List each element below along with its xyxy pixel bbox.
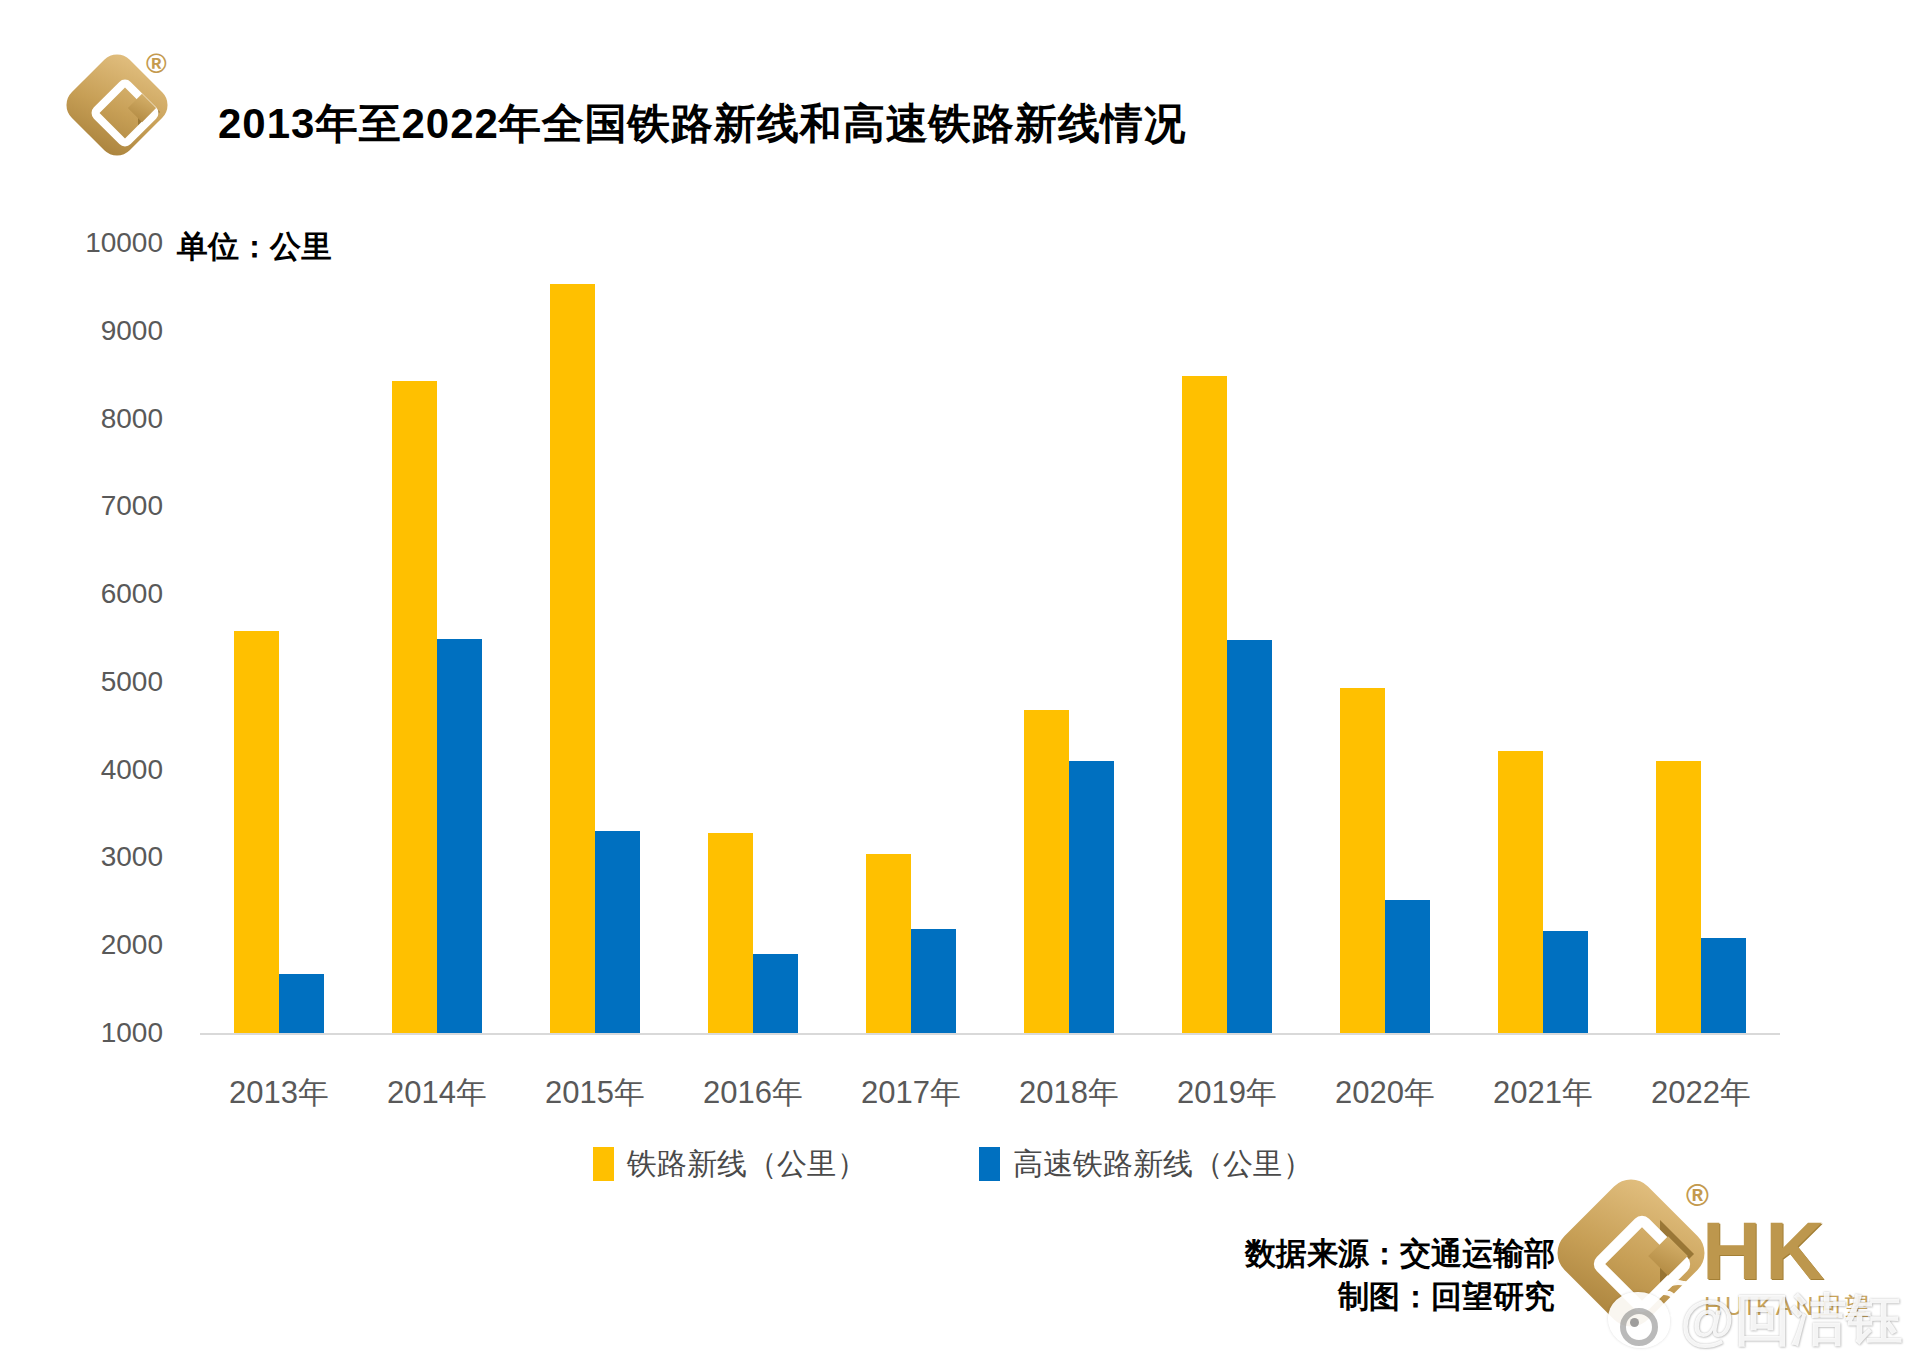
weibo-watermark: @回洁钰 <box>1608 1280 1915 1362</box>
x-axis-label: 2013年 <box>200 1074 358 1112</box>
bar-hsr-2016年 <box>753 954 798 1033</box>
bar-railway-2022年 <box>1656 761 1701 1033</box>
x-axis-label: 2021年 <box>1464 1074 1622 1112</box>
data-source-line: 数据来源：交通运输部 <box>1245 1232 1555 1275</box>
y-tick-label: 8000 <box>45 403 163 435</box>
chart-credit-line: 制图：回望研究 <box>1245 1275 1555 1318</box>
bar-railway-2017年 <box>866 854 911 1033</box>
y-tick-label: 1000 <box>45 1017 163 1049</box>
y-tick-label: 9000 <box>45 315 163 347</box>
bar-hsr-2013年 <box>279 974 324 1033</box>
bar-hsr-2021年 <box>1543 931 1588 1034</box>
bar-railway-2013年 <box>234 631 279 1034</box>
legend-swatch-railway <box>593 1147 614 1181</box>
bar-railway-2019年 <box>1182 376 1227 1033</box>
huikan-logo-top-left <box>60 46 200 168</box>
y-tick-label: 3000 <box>45 841 163 873</box>
bar-hsr-2022年 <box>1701 938 1746 1033</box>
legend-label-railway: 铁路新线（公里） <box>627 1146 867 1182</box>
y-tick-label: 7000 <box>45 490 163 522</box>
infographic-canvas: ® 2013年至2022年全国铁路新线和高速铁路新线情况 单位：公里 10000… <box>0 0 1915 1363</box>
x-axis-label: 2017年 <box>832 1074 990 1112</box>
weibo-eye-pupil <box>1630 1318 1639 1327</box>
weibo-eye-icon <box>1608 1292 1670 1348</box>
bar-hsr-2018年 <box>1069 761 1114 1033</box>
y-tick-label: 4000 <box>45 754 163 786</box>
bar-railway-2021年 <box>1498 751 1543 1033</box>
bar-hsr-2014年 <box>437 639 482 1033</box>
x-axis-label: 2014年 <box>358 1074 516 1112</box>
y-tick-label: 2000 <box>45 929 163 961</box>
y-tick-label: 6000 <box>45 578 163 610</box>
x-axis-label: 2022年 <box>1622 1074 1780 1112</box>
page-title: 2013年至2022年全国铁路新线和高速铁路新线情况 <box>218 96 1187 152</box>
x-axis-label: 2015年 <box>516 1074 674 1112</box>
legend-label-hsr: 高速铁路新线（公里） <box>1013 1146 1313 1182</box>
x-axis-label: 2019年 <box>1148 1074 1306 1112</box>
footer-credits: 数据来源：交通运输部 制图：回望研究 <box>1245 1232 1555 1318</box>
bar-railway-2016年 <box>708 833 753 1033</box>
x-axis-line <box>200 1033 1780 1035</box>
x-axis-label: 2018年 <box>990 1074 1148 1112</box>
registered-trademark-icon: ® <box>146 48 167 80</box>
bar-railway-2018年 <box>1024 710 1069 1033</box>
bar-hsr-2015年 <box>595 831 640 1033</box>
bar-railway-2014年 <box>392 381 437 1033</box>
y-tick-label: 5000 <box>45 666 163 698</box>
y-tick-label: 10000 <box>45 227 163 259</box>
bar-hsr-2019年 <box>1227 640 1272 1033</box>
watermark-handle: @回洁钰 <box>1680 1280 1903 1360</box>
bar-railway-2020年 <box>1340 688 1385 1033</box>
bar-hsr-2020年 <box>1385 900 1430 1034</box>
x-axis-label: 2016年 <box>674 1074 832 1112</box>
bar-hsr-2017年 <box>911 929 956 1033</box>
x-axis-label: 2020年 <box>1306 1074 1464 1112</box>
plot-area <box>200 243 1780 1033</box>
legend-swatch-hsr <box>979 1147 1000 1181</box>
bar-railway-2015年 <box>550 284 595 1033</box>
